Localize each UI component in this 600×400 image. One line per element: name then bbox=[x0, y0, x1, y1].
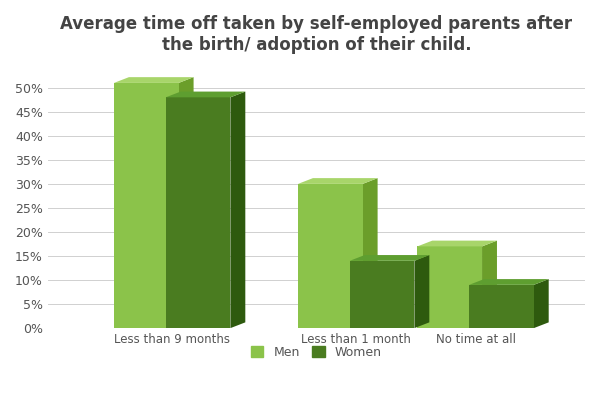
Polygon shape bbox=[469, 285, 534, 328]
Polygon shape bbox=[298, 184, 362, 328]
Polygon shape bbox=[179, 77, 194, 328]
Polygon shape bbox=[418, 241, 497, 246]
Polygon shape bbox=[350, 261, 415, 328]
Polygon shape bbox=[114, 83, 179, 328]
Polygon shape bbox=[166, 97, 230, 328]
Polygon shape bbox=[362, 178, 377, 328]
Title: Average time off taken by self-employed parents after
the birth/ adoption of the: Average time off taken by self-employed … bbox=[61, 15, 572, 54]
Polygon shape bbox=[230, 92, 245, 328]
Polygon shape bbox=[534, 279, 548, 328]
Polygon shape bbox=[482, 241, 497, 328]
Polygon shape bbox=[418, 246, 482, 328]
Polygon shape bbox=[114, 77, 194, 83]
Polygon shape bbox=[415, 255, 430, 328]
Polygon shape bbox=[298, 178, 377, 184]
Polygon shape bbox=[350, 255, 430, 261]
Polygon shape bbox=[166, 92, 245, 97]
Legend: Men, Women: Men, Women bbox=[251, 346, 382, 359]
Polygon shape bbox=[469, 279, 548, 285]
